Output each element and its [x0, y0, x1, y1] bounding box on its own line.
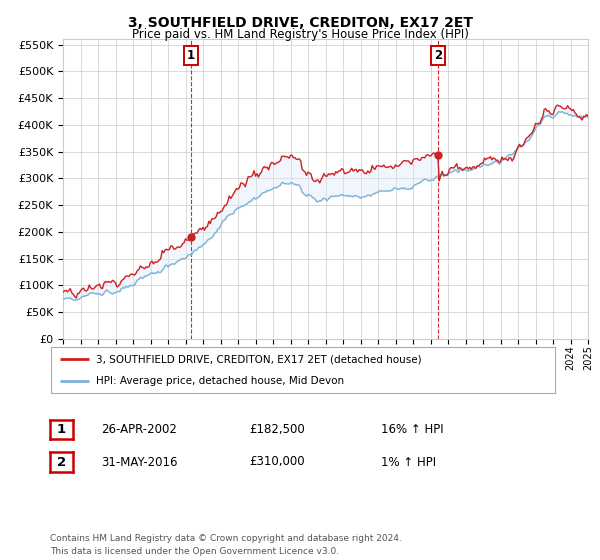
- Text: 31-MAY-2016: 31-MAY-2016: [101, 455, 178, 469]
- Text: Contains HM Land Registry data © Crown copyright and database right 2024.
This d: Contains HM Land Registry data © Crown c…: [50, 534, 401, 556]
- Text: 1% ↑ HPI: 1% ↑ HPI: [381, 455, 436, 469]
- Text: 3, SOUTHFIELD DRIVE, CREDITON, EX17 2ET: 3, SOUTHFIELD DRIVE, CREDITON, EX17 2ET: [128, 16, 473, 30]
- Text: 16% ↑ HPI: 16% ↑ HPI: [381, 423, 443, 436]
- Text: HPI: Average price, detached house, Mid Devon: HPI: Average price, detached house, Mid …: [97, 376, 344, 386]
- Text: £310,000: £310,000: [249, 455, 305, 469]
- Text: 2: 2: [56, 455, 66, 469]
- Text: 1: 1: [187, 49, 195, 62]
- Text: £182,500: £182,500: [249, 423, 305, 436]
- Text: 1: 1: [56, 423, 66, 436]
- Text: Price paid vs. HM Land Registry's House Price Index (HPI): Price paid vs. HM Land Registry's House …: [131, 28, 469, 41]
- Text: 26-APR-2002: 26-APR-2002: [101, 423, 176, 436]
- Text: 2: 2: [434, 49, 442, 62]
- Text: 3, SOUTHFIELD DRIVE, CREDITON, EX17 2ET (detached house): 3, SOUTHFIELD DRIVE, CREDITON, EX17 2ET …: [97, 354, 422, 364]
